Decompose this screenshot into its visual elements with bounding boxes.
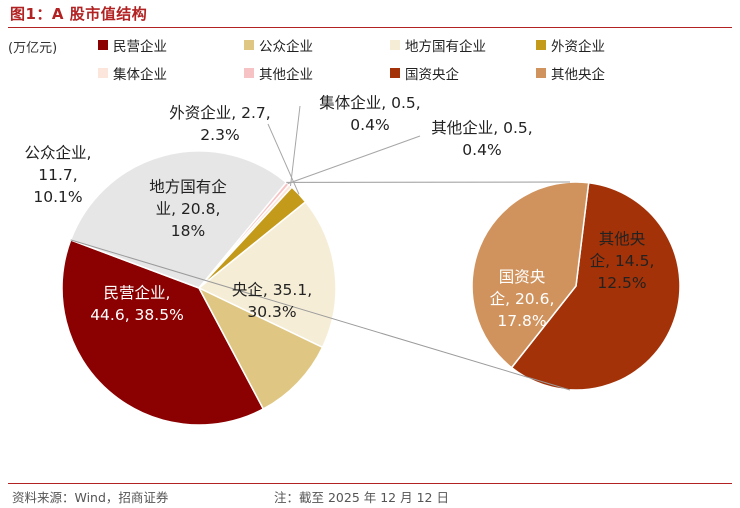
legend-item: 民营企业 <box>98 35 167 55</box>
slice-data-label: 央企, 35.1, 30.3% <box>232 281 312 321</box>
slice-data-label: 国资央企, 20.6, 17.8% <box>490 268 555 330</box>
leader-line <box>290 105 301 187</box>
legend-label: 民营企业 <box>113 39 167 55</box>
slice-data-label: 集体企业, 0.5, 0.4% <box>319 94 420 134</box>
slice-data-label: 民营企业, 44.6, 38.5% <box>90 284 184 324</box>
slice-data-label: 其他央企, 14.5, 12.5% <box>590 230 655 292</box>
slice-label-line: 企, 14.5, <box>590 252 655 270</box>
slice-data-label: 公众企业, 11.7, 10.1% <box>25 144 92 206</box>
legend-swatch <box>98 68 108 78</box>
footer-divider <box>8 483 732 484</box>
figure-title: 图1：A 股市值结构 <box>10 5 148 23</box>
slice-label-line: 2.3% <box>200 126 239 144</box>
legend-item: 其他企业 <box>244 63 313 83</box>
source-note: 资料来源：Wind，招商证券 <box>12 490 169 505</box>
slice-label-line: 30.3% <box>247 303 296 321</box>
slice-label-line: 其他央 <box>599 230 646 248</box>
slice-data-label: 其他企业, 0.5, 0.4% <box>431 119 532 159</box>
legend-label: 地方国有企业 <box>405 39 486 55</box>
legend-swatch <box>98 40 108 50</box>
slice-data-label: 外资企业, 2.7, 2.3% <box>169 104 270 144</box>
slice-label-line: 央企, 35.1, <box>232 281 312 299</box>
legend-label: 国资央企 <box>405 67 459 83</box>
title-divider <box>8 27 732 28</box>
slice-label-line: 外资企业, 2.7, <box>169 104 270 122</box>
pie-slice <box>197 286 324 410</box>
slice-label-line: 集体企业, 0.5, <box>319 94 420 112</box>
legend-item: 国资央企 <box>390 63 459 83</box>
pie-slice <box>69 150 288 289</box>
slice-label-line: 0.4% <box>350 116 389 134</box>
legend-item: 其他央企 <box>536 63 605 83</box>
legend-swatch <box>244 68 254 78</box>
slice-label-line: 其他企业, 0.5, <box>431 119 532 137</box>
legend-swatch <box>390 68 400 78</box>
legend-label: 其他企业 <box>259 67 313 83</box>
slice-data-label: 地方国有企业, 20.8, 18% <box>149 178 227 240</box>
pie-slice <box>471 181 590 369</box>
unit-label: (万亿元) <box>8 41 58 56</box>
slice-label-line: 11.7, <box>38 166 77 184</box>
slice-label-line: 国资央 <box>499 268 546 286</box>
legend-item: 集体企业 <box>98 63 167 83</box>
slice-label-line: 地方国有企 <box>149 178 227 196</box>
slice-label-line: 0.4% <box>462 141 501 159</box>
legend-label: 公众企业 <box>259 39 313 55</box>
legend-item: 公众企业 <box>244 35 313 55</box>
slice-label-line: 公众企业, <box>25 144 92 162</box>
slice-label-line: 企, 20.6, <box>490 290 555 308</box>
slice-label-line: 18% <box>171 222 205 240</box>
legend-item: 地方国有企业 <box>390 35 486 55</box>
legend-label: 其他央企 <box>551 67 605 83</box>
legend-swatch <box>536 40 546 50</box>
slice-label-line: 12.5% <box>597 274 646 292</box>
legend-label: 集体企业 <box>113 67 167 83</box>
slice-label-line: 17.8% <box>497 312 546 330</box>
slice-label-line: 44.6, 38.5% <box>90 306 184 324</box>
leader-line <box>287 135 421 185</box>
pie-slice <box>61 238 265 426</box>
slice-label-line: 10.1% <box>33 188 82 206</box>
connector-line <box>70 239 571 391</box>
legend-item: 外资企业 <box>536 35 605 55</box>
legend-swatch <box>244 40 254 50</box>
date-note: 注：截至 2025 年 12 月 12 日 <box>274 490 449 505</box>
pie-slice <box>197 200 337 349</box>
leader-line <box>267 123 300 195</box>
legend-label: 外资企业 <box>551 39 605 55</box>
slice-label-line: 业, 20.8, <box>156 200 221 218</box>
legend-swatch <box>390 40 400 50</box>
legend-swatch <box>536 68 546 78</box>
slice-label-line: 民营企业, <box>104 284 171 302</box>
pie-slice <box>510 181 681 391</box>
